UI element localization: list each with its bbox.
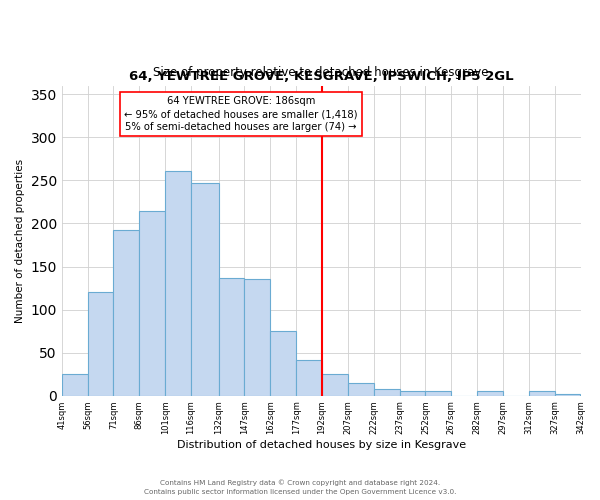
- Bar: [296, 360, 322, 396]
- Bar: [322, 374, 348, 396]
- Y-axis label: Number of detached properties: Number of detached properties: [15, 158, 25, 323]
- Bar: [374, 389, 400, 396]
- Bar: [477, 392, 503, 396]
- Bar: [113, 230, 139, 396]
- Bar: [139, 212, 165, 396]
- Bar: [244, 278, 271, 396]
- Bar: [554, 394, 580, 396]
- Bar: [425, 392, 451, 396]
- Bar: [165, 171, 191, 396]
- X-axis label: Distribution of detached houses by size in Kesgrave: Distribution of detached houses by size …: [176, 440, 466, 450]
- Bar: [88, 292, 113, 396]
- Text: 64 YEWTREE GROVE: 186sqm
← 95% of detached houses are smaller (1,418)
5% of semi: 64 YEWTREE GROVE: 186sqm ← 95% of detach…: [124, 96, 358, 132]
- Bar: [62, 374, 88, 396]
- Bar: [218, 278, 244, 396]
- Text: Contains HM Land Registry data © Crown copyright and database right 2024.
Contai: Contains HM Land Registry data © Crown c…: [144, 480, 456, 495]
- Bar: [191, 183, 218, 396]
- Bar: [529, 392, 554, 396]
- Text: Size of property relative to detached houses in Kesgrave: Size of property relative to detached ho…: [154, 66, 489, 80]
- Title: 64, YEWTREE GROVE, KESGRAVE, IPSWICH, IP5 2GL: 64, YEWTREE GROVE, KESGRAVE, IPSWICH, IP…: [129, 70, 514, 83]
- Bar: [271, 331, 296, 396]
- Bar: [400, 392, 425, 396]
- Bar: [348, 383, 374, 396]
